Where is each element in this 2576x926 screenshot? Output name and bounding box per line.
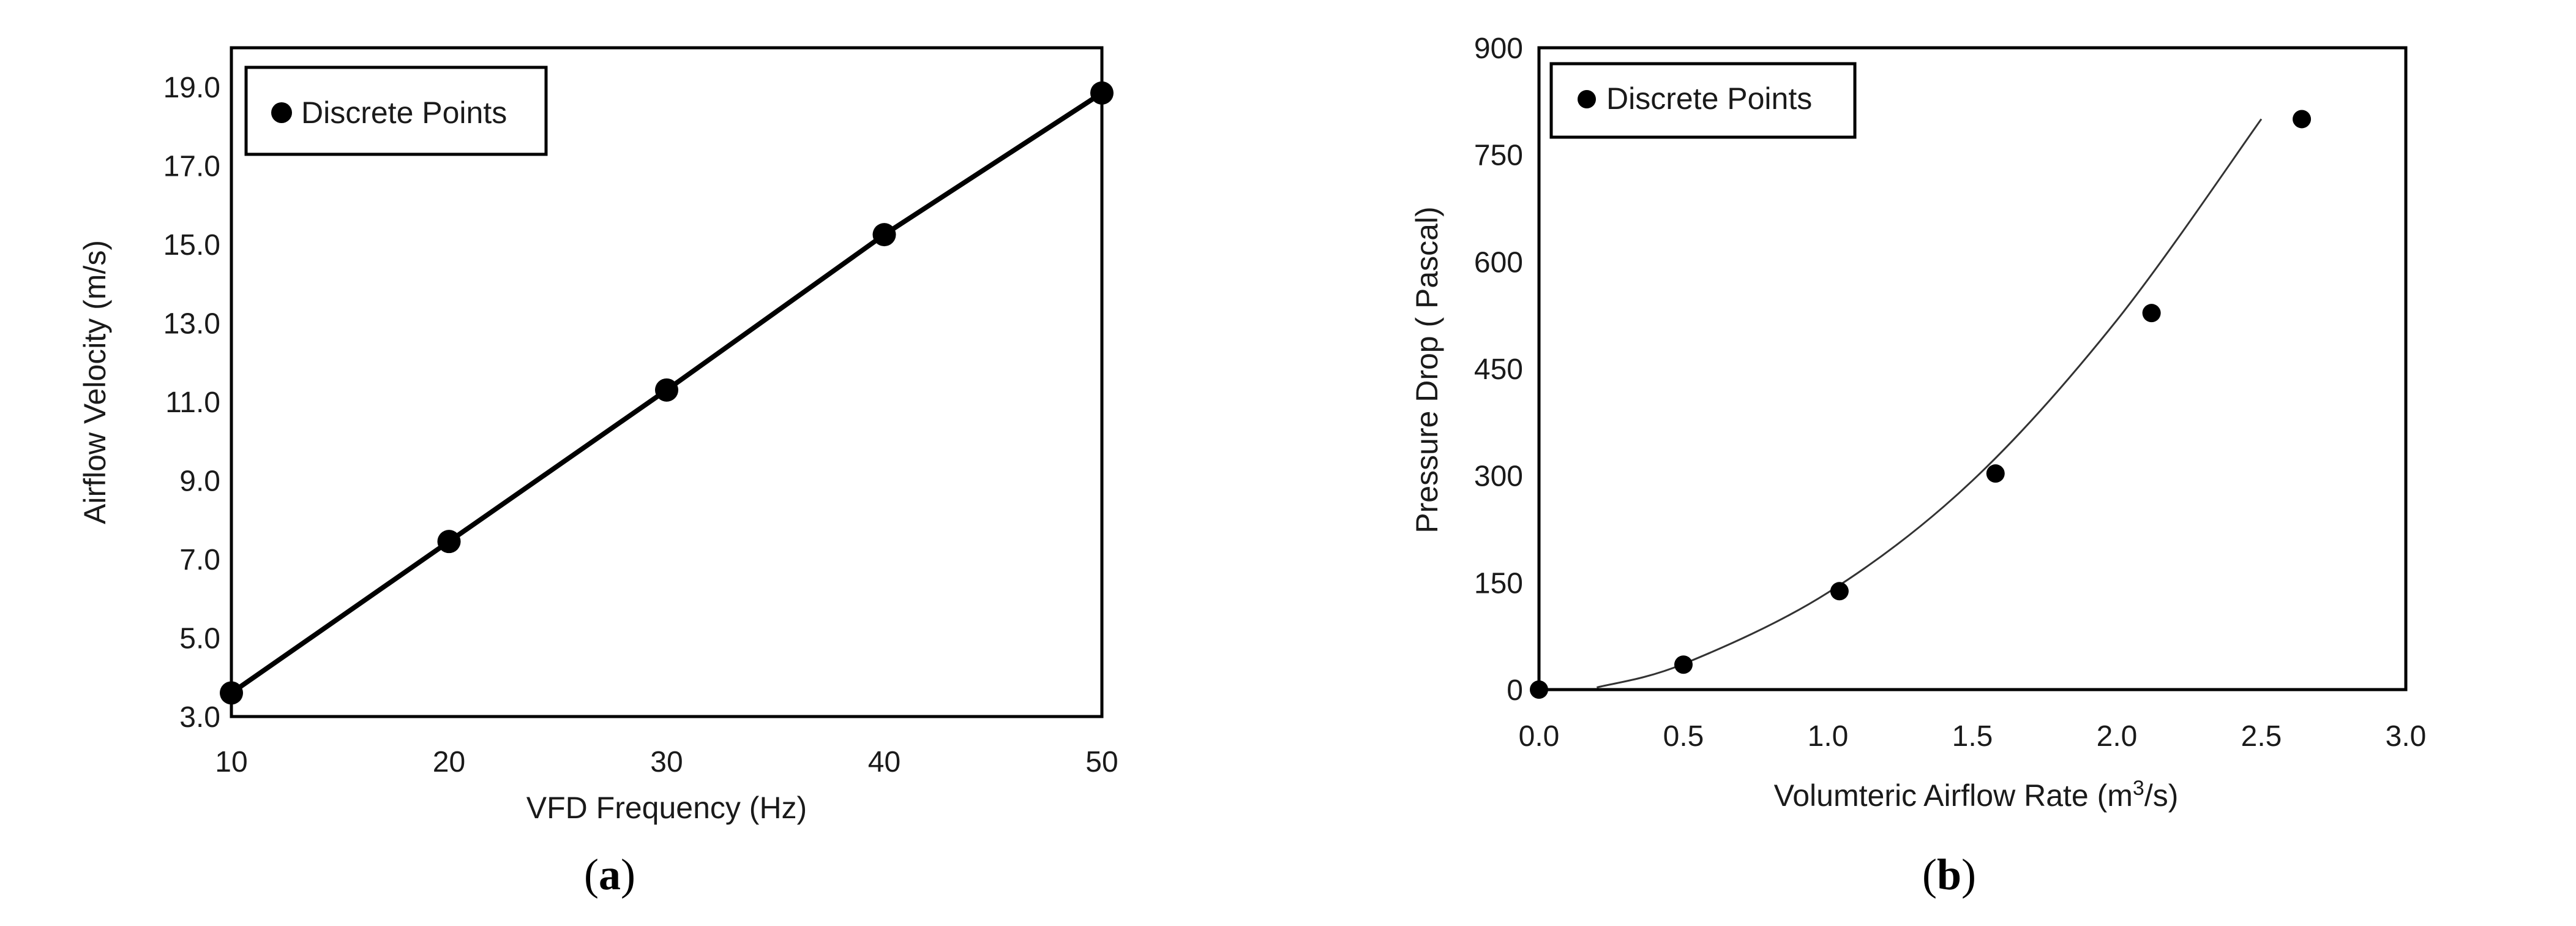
chart-b-y-tick-label: 150 [1474,567,1523,600]
chart-b-points [1530,110,2312,699]
chart-b-x-tick-label: 3.0 [2386,720,2427,753]
chart-a-points [220,81,1114,705]
chart-b-x-ticks: 0.0 0.5 1.0 1.5 2.0 2.5 3.0 [1519,720,2427,753]
chart-b-x-tick-label: 1.0 [1808,720,1849,753]
chart-a-x-tick-label: 30 [650,746,683,778]
chart-a-x-tick-label: 20 [433,746,465,778]
chart-a-data-point [655,378,678,402]
chart-b-panel-letter: b [1937,850,1961,899]
chart-a-y-tick-label: 15.0 [163,229,220,262]
chart-b-y-tick-label: 750 [1474,140,1523,172]
chart-a-y-axis-label: Airflow Velocity (m/s) [78,240,112,524]
chart-a-y-tick-label: 5.0 [179,623,220,655]
chart-b-y-tick-label: 300 [1474,461,1523,493]
chart-b-x-tick-label: 0.0 [1519,720,1560,753]
chart-b-x-tick-label: 2.5 [2241,720,2282,753]
chart-a: 3.0 5.0 7.0 9.0 11.0 13.0 15.0 17.0 19.0 10 20 30 4… [78,46,1118,899]
chart-a-panel-letter: a [599,850,621,899]
chart-a-y-tick-label: 13.0 [163,308,220,341]
chart-a-x-ticks: 10 20 30 40 50 [215,746,1118,778]
chart-b-x-axis-label: Volumteric Airflow Rate (m3/s) [1774,777,2179,813]
chart-b-legend-marker [1578,90,1596,108]
chart-a-x-axis-label: VFD Frequency (Hz) [526,791,807,825]
chart-a-data-point [1090,81,1114,105]
chart-a-y-tick-label: 3.0 [179,701,220,734]
chart-a-y-ticks: 3.0 5.0 7.0 9.0 11.0 13.0 15.0 17.0 19.0 [163,72,220,734]
chart-b-panel-label: (b) [1922,850,1976,899]
chart-b: 0 150 300 450 600 750 900 0.0 0.5 1.0 1.5 2.0 2.5 3.… [1410,32,2426,899]
chart-a-legend-box [244,66,548,156]
chart-b-x-tick-label: 1.5 [1952,720,1993,753]
chart-b-fit-curve [1597,118,2263,688]
chart-b-data-point [1830,582,1849,601]
chart-b-y-ticks: 0 150 300 450 600 750 900 [1474,32,1523,707]
chart-b-x-label-part1: Volumteric Airflow Rate (m [1774,778,2133,813]
chart-b-x-label-superscript: 3 [2133,777,2144,800]
chart-a-plot-frame [230,46,1104,718]
chart-b-x-tick-label: 2.0 [2097,720,2138,753]
chart-a-x-tick-label: 40 [868,746,900,778]
chart-b-data-point [2293,110,2312,129]
chart-b-x-tick-label: 0.5 [1663,720,1704,753]
chart-a-y-tick-label: 9.0 [179,465,220,498]
chart-b-data-point [1986,464,2005,483]
chart-b-y-axis-label: Pressure Drop ( Pascal) [1410,206,1444,533]
chart-b-y-tick-label: 900 [1474,32,1523,65]
chart-b-x-label-part2: /s) [2144,778,2179,813]
chart-b-legend-box [1549,62,1857,139]
chart-a-panel-label: (a) [584,850,635,899]
chart-b-y-tick-label: 450 [1474,353,1523,386]
chart-a-x-tick-label: 10 [215,746,247,778]
chart-a-data-point [437,530,461,554]
chart-a-data-point [220,681,243,705]
chart-a-y-tick-label: 7.0 [179,544,220,576]
chart-a-legend-marker [271,102,292,123]
chart-b-plot-frame [1537,46,2408,691]
chart-b-data-point [2142,304,2161,323]
chart-a-y-tick-label: 19.0 [163,72,220,104]
chart-a-y-tick-label: 17.0 [163,151,220,183]
chart-b-data-point [1530,680,1548,699]
chart-a-x-tick-label: 50 [1085,746,1118,778]
chart-b-y-tick-label: 0 [1507,674,1523,707]
chart-b-data-point [1674,655,1693,674]
chart-a-data-point [872,223,896,247]
chart-b-legend-label: Discrete Points [1606,81,1812,116]
chart-a-y-tick-label: 11.0 [165,386,220,419]
chart-a-legend-label: Discrete Points [301,96,507,130]
chart-b-y-tick-label: 600 [1474,246,1523,279]
